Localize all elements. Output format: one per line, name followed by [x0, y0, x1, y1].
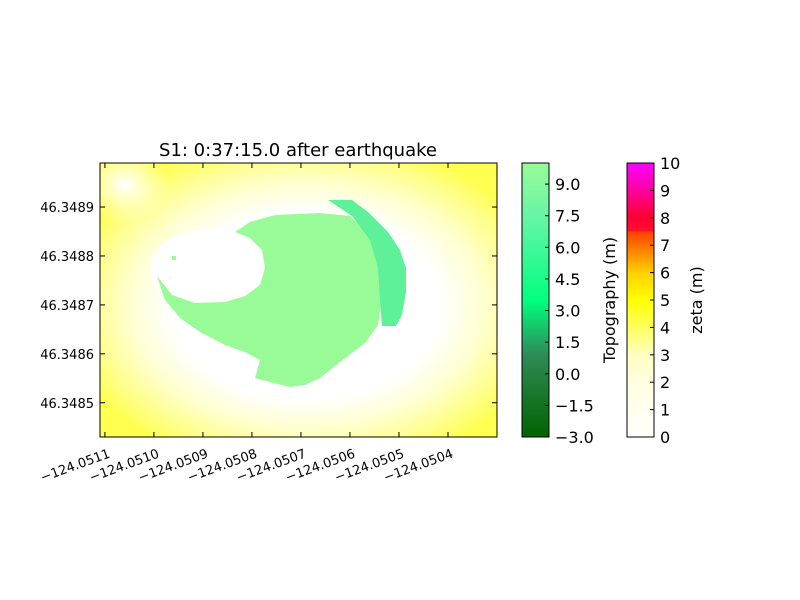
colorbar-tick-label: 1 [660, 401, 670, 420]
topography-colorbar-label: Topography (m) [600, 237, 619, 364]
colorbar-tick-label: −3.0 [555, 428, 594, 447]
colorbar-tick-label: 10 [660, 154, 680, 173]
colorbar-tick-label: 0 [660, 428, 670, 447]
colorbar-tick-label: 9 [660, 181, 670, 200]
colorbar-tick-label: 2 [660, 373, 670, 392]
colorbar-tick-label: 8 [660, 209, 670, 228]
y-tick-label: 46.3488 [40, 250, 94, 265]
small-land-point [172, 256, 176, 260]
zeta-colorbar-label: zeta (m) [687, 266, 706, 333]
island-edge-shoal [328, 200, 406, 326]
inner-bay-water [150, 230, 260, 306]
colorbar-tick-label: 0.0 [555, 365, 580, 384]
colorbar-tick-label: 9.0 [555, 175, 580, 194]
y-tick-label: 46.3489 [40, 201, 94, 216]
corner-wave-highlight [100, 163, 170, 223]
colorbar-tick-label: 7.5 [555, 207, 580, 226]
topography-colorbar [521, 162, 550, 438]
chart-title: S1: 0:37:15.0 after earthquake [159, 140, 437, 161]
colorbar-tick-label: 4.5 [555, 270, 580, 289]
plot-frame [99, 162, 498, 438]
colorbar-tick-label: 1.5 [555, 333, 580, 352]
colorbar-tick-label: 4 [660, 318, 670, 337]
colorbar-tick-label: 6.0 [555, 238, 580, 257]
island-land [157, 213, 383, 387]
colorbar-tick-label: −1.5 [555, 396, 594, 415]
colorbar-tick-label: 7 [660, 236, 670, 255]
colorbar-tick-label: 3 [660, 346, 670, 365]
colorbar-tick-label: 5 [660, 291, 670, 310]
y-axis: 46.3489 46.3488 46.3487 46.3486 46.3485 [40, 201, 497, 412]
colorbar-tick-label: 3.0 [555, 302, 580, 321]
topography-colorbar-ticks: 9.0 7.5 6.0 4.5 3.0 1.5 0.0 −1.5 −3.0 [545, 175, 594, 447]
y-tick-label: 46.3487 [40, 299, 94, 314]
y-tick-label: 46.3485 [40, 397, 94, 412]
zeta-colorbar [626, 162, 655, 438]
plot-area [100, 163, 497, 437]
colorbar-tick-label: 6 [660, 264, 670, 283]
y-tick-label: 46.3486 [40, 348, 94, 363]
